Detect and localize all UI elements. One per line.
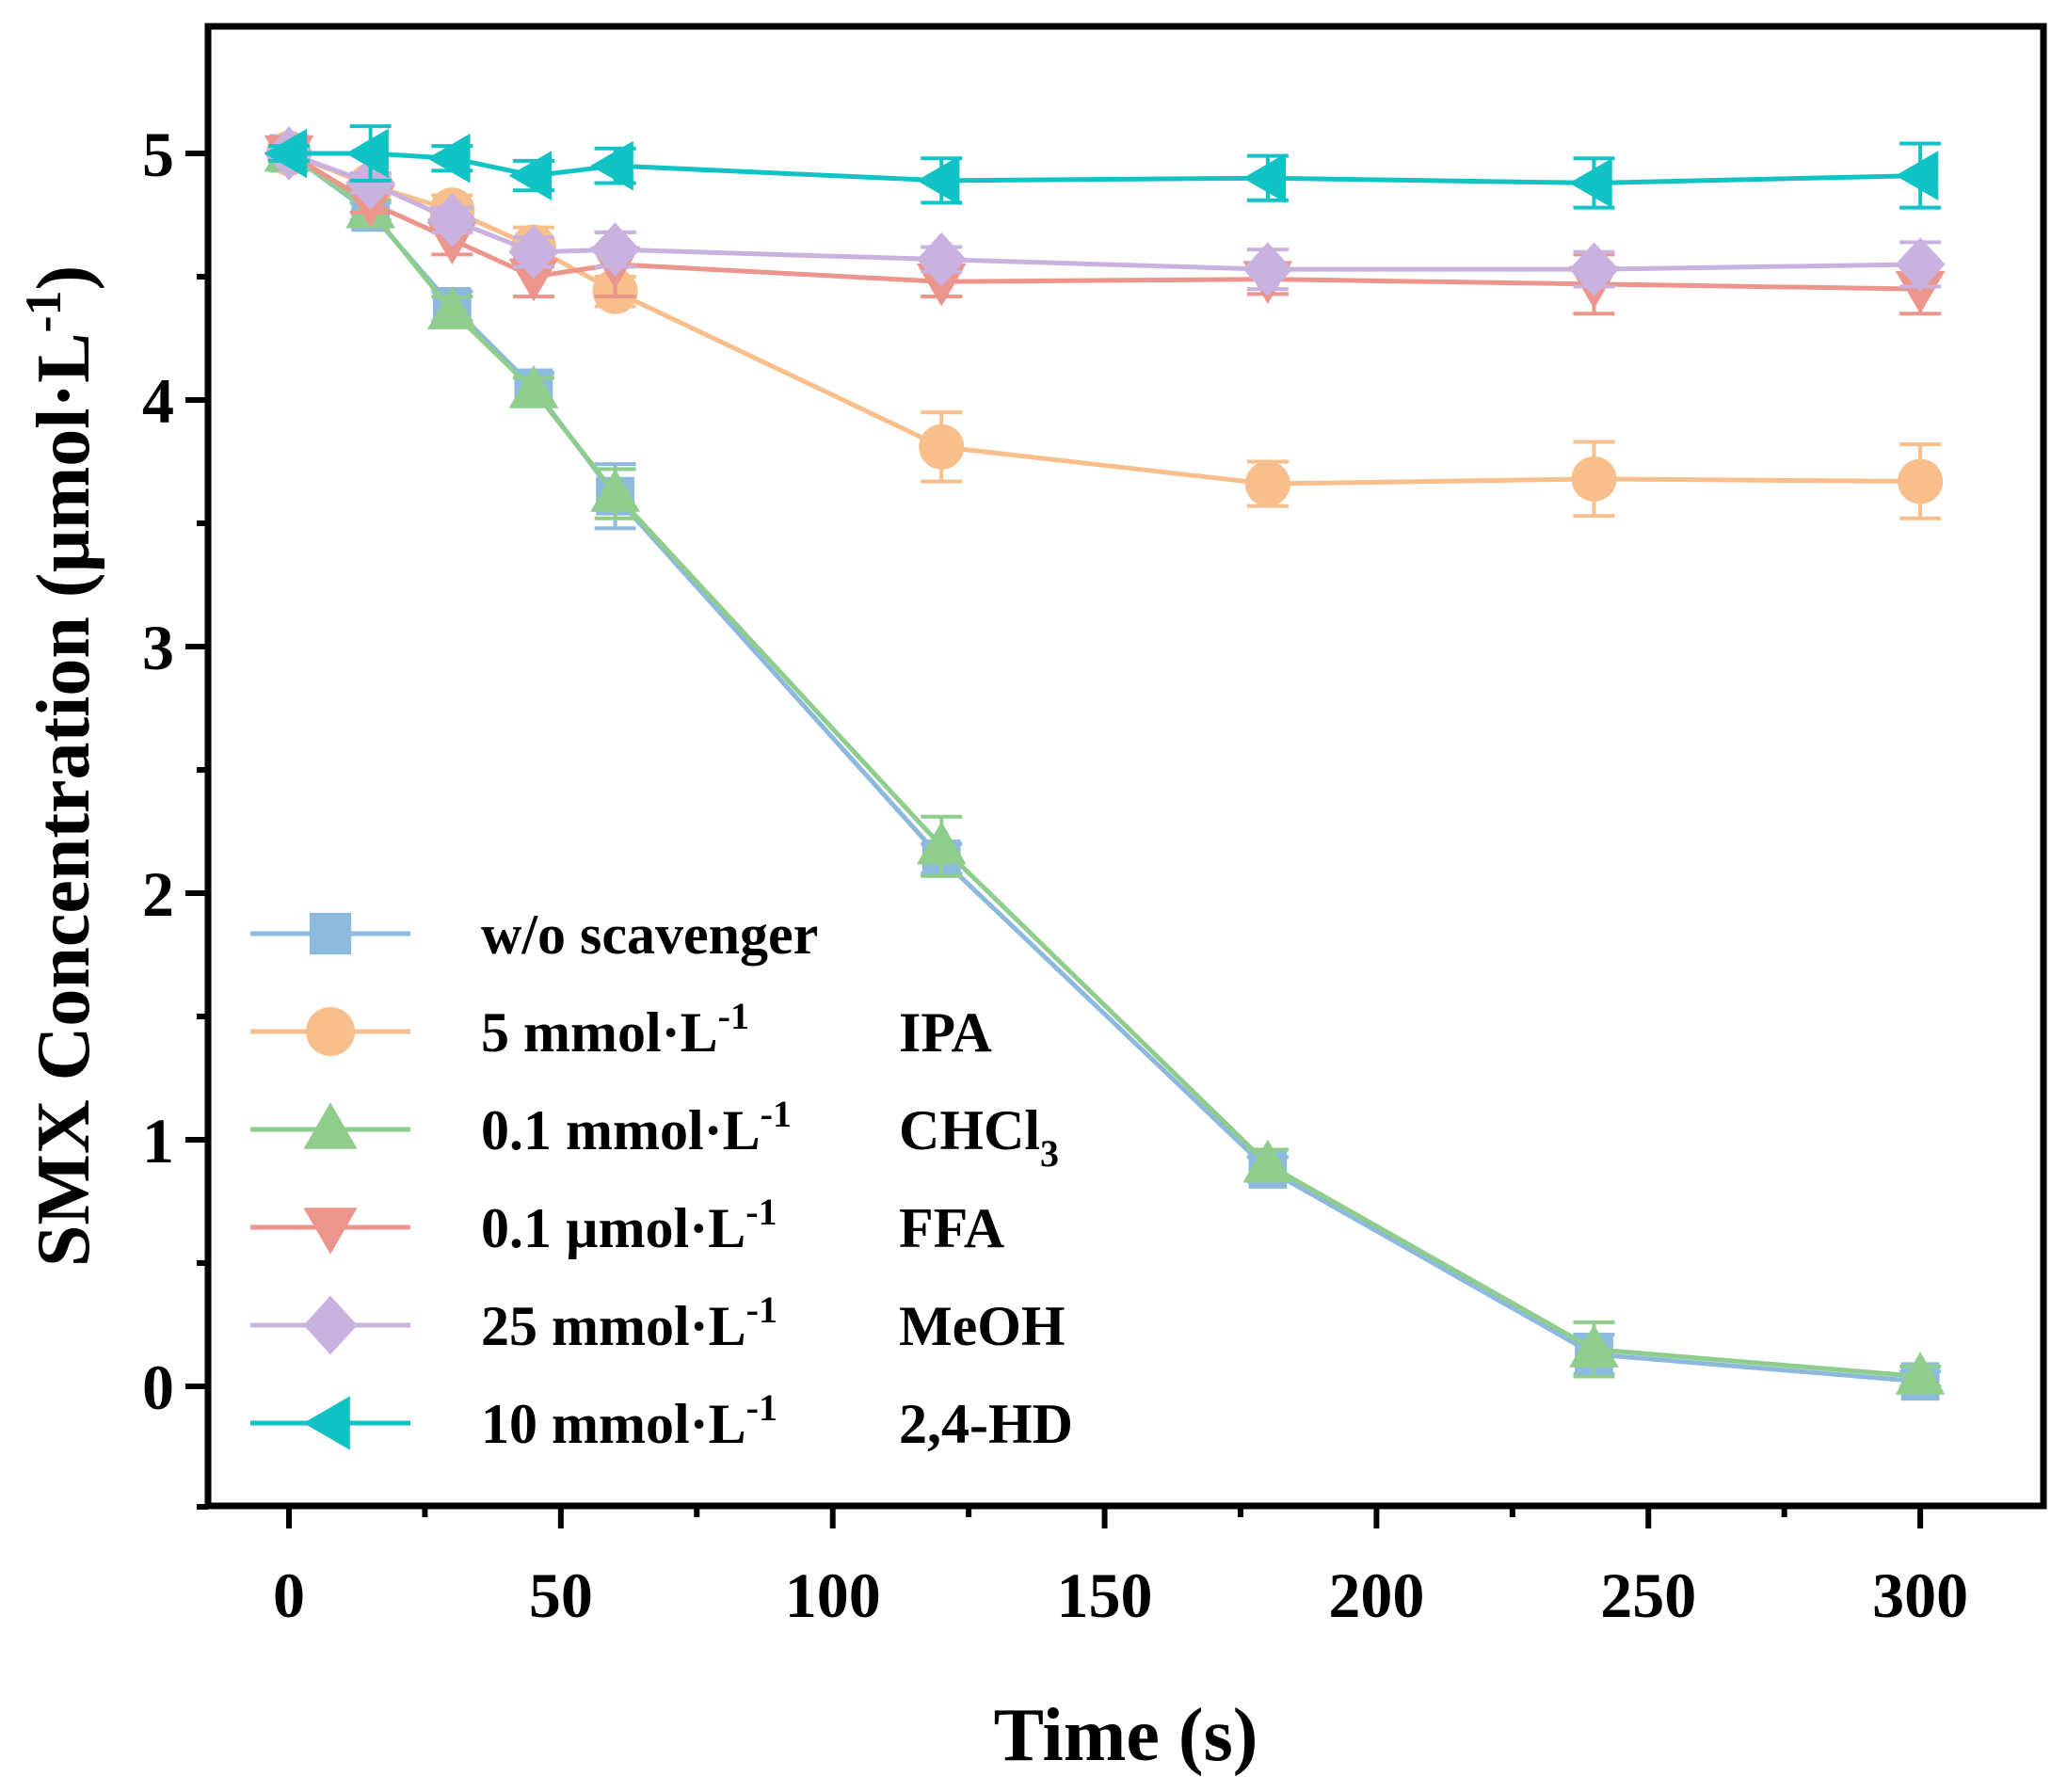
legend-superscript: -1 [761, 1093, 792, 1135]
data-point [1242, 152, 1287, 203]
legend-agent: CHCl3 [899, 1099, 1059, 1175]
data-point [1571, 456, 1617, 502]
x-tick-label: 150 [1057, 1560, 1153, 1631]
data-point [1895, 237, 1946, 292]
data-point [916, 232, 967, 287]
legend-agent: IPA [899, 1001, 992, 1064]
legend-entry: 10 mmol·L-1 2,4-HD [250, 1386, 1073, 1455]
legend-entry: 0.1 mmol·L-1 CHCl3 [250, 1093, 1059, 1175]
data-point [426, 133, 471, 184]
data-point [1242, 242, 1293, 296]
y-axis-title-close: ) [23, 265, 105, 291]
legend-concentration: 0.1 µmol·L [481, 1197, 745, 1259]
legend-subscript: 3 [1040, 1132, 1059, 1175]
data-point [508, 258, 559, 302]
legend-marker [306, 1007, 355, 1056]
data-point [1569, 242, 1619, 296]
x-tick-label: 50 [529, 1560, 593, 1631]
series-line [287, 151, 1921, 1380]
legend-concentration: 10 mmol·L [481, 1393, 746, 1455]
legend-agent: FFA [899, 1197, 1004, 1259]
series-5 [264, 126, 1946, 296]
data-point [919, 424, 965, 470]
legend-superscript: -1 [746, 1386, 777, 1429]
series-line [288, 151, 1921, 487]
legend-entry: 5 mmol·L-1 IPA [250, 995, 992, 1064]
x-tick-labels: 0 50 100 150 200 250 300 [273, 1560, 1968, 1631]
data-point [1244, 461, 1290, 507]
y-axis-title-main: SMX Concentration (µmol·L [23, 332, 105, 1267]
legend-agent-name: MeOH [899, 1295, 1066, 1357]
legend-agent-name: 2,4-HD [899, 1393, 1073, 1455]
legend-marker [303, 1396, 350, 1450]
legend-entry: w/o scavenger [250, 904, 818, 966]
legend-concentration: 5 mmol·L [481, 1001, 718, 1064]
y-tick-label: 4 [142, 365, 174, 437]
y-axis-title: SMX Concentration (µmol·L-1) [15, 265, 105, 1267]
legend-entry: 25 mmol·L-1 MeOH [250, 1288, 1066, 1357]
data-point [1242, 1139, 1293, 1183]
data-point [1895, 270, 1946, 314]
data-point [1895, 151, 1939, 200]
x-tick-label: 250 [1600, 1560, 1696, 1631]
legend-marker [309, 912, 352, 955]
legend-concentration: 25 mmol·L [481, 1295, 746, 1357]
y-tick-label: 0 [142, 1352, 174, 1423]
data-point [345, 128, 389, 179]
legend-label: 5 mmol·L-1 [481, 995, 749, 1064]
legend-label: 0.1 µmol·L-1 [481, 1191, 777, 1259]
legend-marker [303, 1102, 358, 1149]
legend-superscript: -1 [718, 995, 749, 1037]
data-point [508, 225, 559, 280]
data-point [264, 128, 308, 179]
legend-agent-name: CHCl [899, 1099, 1040, 1161]
legend-entry: 0.1 µmol·L-1 FFA [250, 1191, 1004, 1259]
legend-agent: 2,4-HD [899, 1393, 1073, 1455]
data-point [916, 821, 967, 865]
y-tick-label: 2 [142, 858, 174, 930]
legend-agent-name: FFA [899, 1197, 1004, 1259]
data-point [1895, 1352, 1946, 1395]
legend-label: 10 mmol·L-1 [481, 1386, 777, 1455]
plot-area [264, 124, 1946, 1401]
legend-agent: MeOH [899, 1295, 1066, 1357]
data-point [590, 140, 633, 191]
y-axis-title-superscript: -1 [15, 290, 72, 332]
series-6 [264, 124, 1942, 210]
data-point [590, 222, 641, 277]
x-axis-title: Time (s) [994, 1694, 1258, 1777]
data-point [508, 365, 559, 408]
data-point [590, 469, 641, 512]
y-tick-label: 5 [142, 119, 174, 190]
data-point [1898, 458, 1944, 504]
series-3 [264, 128, 1946, 1395]
data-point [508, 151, 553, 200]
y-tick-label: 1 [142, 1105, 174, 1176]
data-point [916, 155, 960, 206]
legend-agent-name: IPA [899, 1001, 992, 1064]
x-tick-label: 0 [273, 1560, 305, 1631]
legend-marker [303, 1208, 358, 1255]
plot-frame [204, 23, 2047, 1510]
y-tick-labels: 0 1 2 3 4 5 [142, 119, 174, 1423]
data-point [1569, 158, 1612, 208]
legend-label: 0.1 mmol·L-1 [481, 1093, 792, 1161]
legend-superscript: -1 [746, 1288, 777, 1331]
data-point [426, 192, 477, 248]
legend-marker [303, 1295, 358, 1355]
legend-concentration: 0.1 mmol·L [481, 1099, 761, 1161]
legend-superscript: -1 [745, 1191, 777, 1233]
x-tick-label: 200 [1328, 1560, 1424, 1631]
data-point [1569, 1324, 1619, 1368]
x-tick-label: 300 [1872, 1560, 1968, 1631]
x-tick-label: 100 [785, 1560, 881, 1631]
y-tick-label: 3 [142, 612, 174, 683]
data-point [426, 286, 477, 329]
legend-concentration: w/o scavenger [481, 904, 818, 966]
legend-label: w/o scavenger [481, 904, 818, 966]
legend-label: 25 mmol·L-1 [481, 1288, 777, 1357]
